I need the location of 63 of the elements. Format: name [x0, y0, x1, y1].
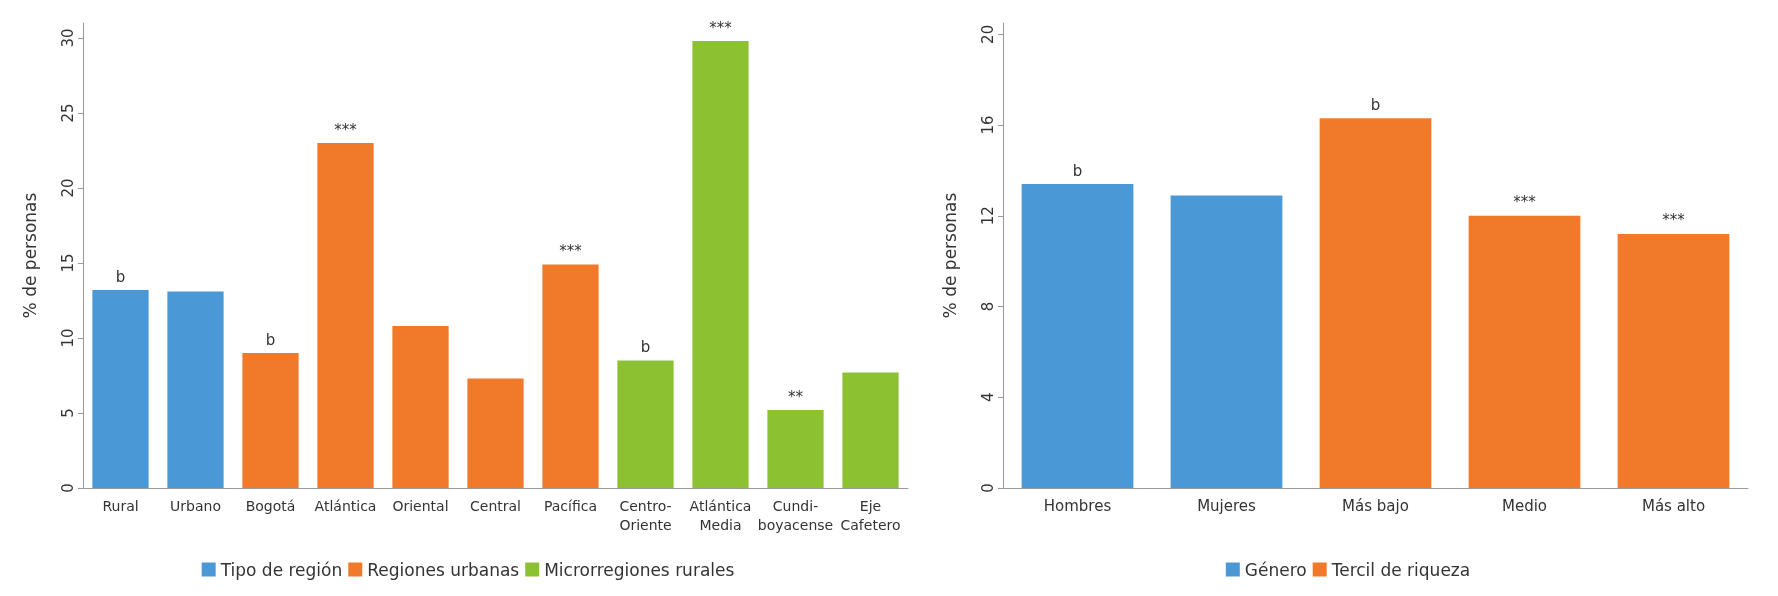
annotation: *** — [334, 120, 358, 139]
y-tick-label: 20 — [58, 178, 77, 198]
y-tick-label: 10 — [58, 328, 77, 348]
bar — [317, 143, 374, 488]
bar — [1468, 215, 1581, 488]
bar — [1021, 184, 1134, 488]
bar — [1170, 195, 1283, 488]
annotation: b — [265, 330, 276, 349]
annotation: *** — [1513, 193, 1537, 212]
y-tick-label: 5 — [58, 408, 77, 418]
x-tick-label: Más bajo — [1342, 496, 1409, 515]
bar — [92, 290, 149, 488]
x-tick-label: Hombres — [1043, 496, 1112, 515]
y-tick-label: 15 — [58, 253, 77, 273]
legend-label: Tercil de riqueza — [1330, 559, 1471, 580]
y-axis-title: % de personas — [939, 192, 960, 319]
annotation: b — [115, 267, 126, 286]
x-tick-label: Atlántica — [314, 497, 377, 514]
bar — [1617, 233, 1730, 488]
legend-label: Género — [1244, 559, 1307, 580]
bar — [392, 326, 449, 488]
annotation: b — [1370, 95, 1381, 114]
y-tick-label: 20 — [978, 24, 997, 44]
x-tick-label: Central — [470, 497, 521, 514]
y-tick-label: 30 — [58, 28, 77, 48]
bar — [1319, 118, 1432, 488]
y-tick-label: 0 — [58, 483, 77, 493]
y-axis-title: % de personas — [19, 192, 40, 319]
x-tick-label: Mujeres — [1197, 496, 1257, 515]
x-tick-label: Bogotá — [245, 497, 296, 514]
y-tick-label: 16 — [978, 115, 997, 135]
bar — [542, 264, 599, 488]
bar — [842, 372, 899, 488]
annotation: *** — [709, 18, 733, 37]
bar — [242, 353, 299, 488]
bar — [167, 291, 224, 488]
x-tick-label: Cundi- boyacense — [757, 497, 834, 533]
bar — [767, 410, 824, 488]
legend-label: Microrregiones rurales — [544, 559, 735, 580]
annotation: *** — [1662, 211, 1686, 230]
legend-label: Tipo de región — [219, 559, 343, 580]
x-tick-label: Centro- Oriente — [619, 497, 672, 533]
x-tick-label: Urbano — [170, 497, 221, 514]
legend-label: Regiones urbanas — [367, 559, 520, 580]
x-tick-label: Pacífica — [543, 497, 598, 514]
annotation: ** — [788, 387, 804, 406]
x-tick-label: Medio — [1501, 496, 1548, 515]
y-tick-label: 4 — [978, 392, 997, 403]
x-tick-label: Eje Cafetero — [840, 497, 901, 533]
x-tick-label: Más alto — [1641, 496, 1706, 515]
bar — [617, 360, 674, 488]
y-tick-label: 0 — [978, 483, 997, 493]
annotation: *** — [559, 242, 583, 260]
x-tick-label: Rural — [102, 497, 139, 514]
y-tick-label: 12 — [978, 206, 997, 226]
x-tick-label: Oriental — [392, 497, 449, 514]
y-tick-label: 8 — [978, 301, 997, 312]
bar — [467, 378, 524, 488]
annotation: b — [1072, 161, 1083, 180]
y-tick-label: 25 — [58, 103, 77, 123]
annotation: b — [640, 338, 651, 356]
x-tick-label: Atlántica Media — [689, 497, 752, 533]
bar — [692, 41, 749, 488]
